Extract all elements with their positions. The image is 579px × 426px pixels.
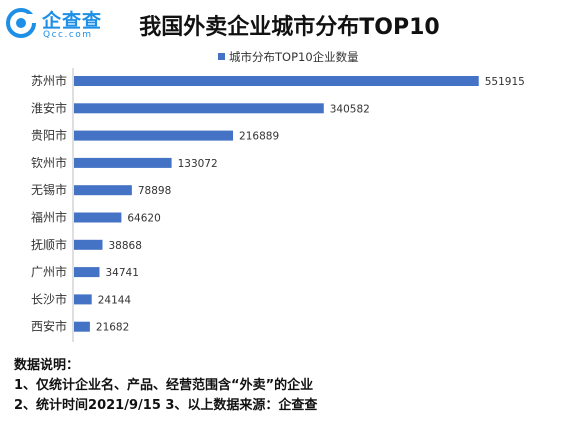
qcc-logo: 企查查 Qcc.com (6, 6, 116, 42)
category-label: 钦州市 (31, 155, 67, 170)
chart-title: 我国外卖企业城市分布TOP10 (139, 15, 440, 40)
bar (74, 185, 132, 196)
notes-line-2: 2、统计时间2021/9/15 3、以上数据来源：企查查 (14, 398, 318, 413)
bar-value-label: 21682 (96, 322, 129, 334)
chart-legend: 城市分布TOP10企业数量 (218, 50, 359, 64)
logo-name: 企查查 (42, 10, 103, 32)
category-label: 贵阳市 (31, 128, 67, 143)
logo-domain: Qcc.com (43, 30, 93, 40)
bar (74, 267, 100, 278)
category-label: 抚顺市 (31, 237, 67, 252)
qcc-logo-icon (6, 8, 36, 38)
legend-swatch (218, 53, 225, 60)
bar (74, 321, 90, 332)
bar-value-label: 64620 (127, 213, 160, 225)
bar-value-label: 340582 (330, 103, 370, 115)
bar (74, 212, 122, 223)
bar-value-label: 216889 (239, 131, 279, 143)
category-label: 西安市 (31, 319, 67, 334)
bar-value-label: 24144 (98, 294, 132, 306)
bar-value-label: 34741 (105, 267, 138, 279)
bar (74, 76, 479, 86)
bar (74, 103, 324, 114)
bar (74, 294, 92, 305)
legend-label: 城市分布TOP10企业数量 (229, 50, 359, 64)
category-label: 福州市 (31, 210, 67, 225)
category-label: 广州市 (31, 264, 67, 279)
data-notes: 数据说明： 1、仅统计企业名、产品、经营范围含“外卖”的企业 2、统计时间202… (14, 356, 317, 416)
bar-value-label: 78898 (138, 185, 171, 197)
category-label: 无锡市 (31, 182, 67, 197)
category-label: 淮安市 (31, 100, 67, 115)
bar-value-label: 38868 (109, 240, 142, 252)
category-label: 长沙市 (31, 291, 67, 306)
category-label: 苏州市 (31, 73, 67, 88)
bars-layer: 苏州市 551915 淮安市 340582 贵阳市 216889 钦州市 133072 无锡市 7… (31, 73, 525, 334)
bar (74, 239, 103, 250)
bar (74, 130, 234, 141)
notes-line-1: 1、仅统计企业名、产品、经营范围含“外卖”的企业 (14, 378, 314, 393)
bar-value-label: 551915 (485, 76, 525, 88)
bar-value-label: 133072 (178, 158, 218, 170)
notes-heading: 数据说明： (14, 358, 80, 373)
bar (74, 157, 172, 168)
